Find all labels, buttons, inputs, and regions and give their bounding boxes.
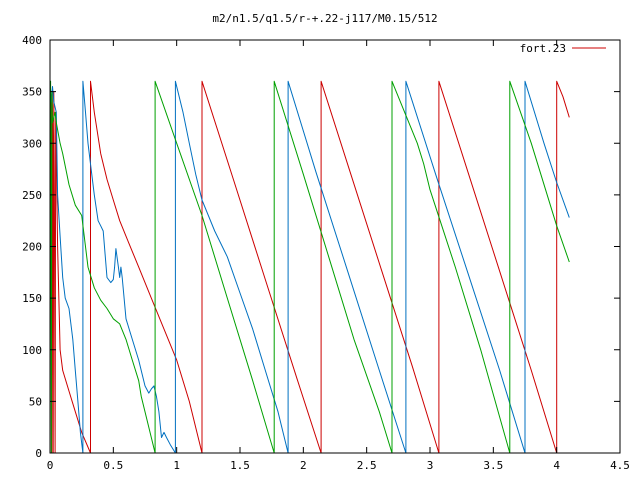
x-tick-label: 2.5 (357, 459, 377, 472)
y-tick-label: 200 (22, 241, 42, 254)
y-tick-label: 100 (22, 344, 42, 357)
legend: fort.23 (520, 42, 606, 55)
x-tick-label: 4 (553, 459, 560, 472)
y-tick-label: 150 (22, 292, 42, 305)
x-tick-label: 0.5 (103, 459, 123, 472)
y-tick-label: 400 (22, 34, 42, 47)
series-line-2 (49, 80, 570, 454)
y-tick-label: 350 (22, 86, 42, 99)
ticks-layer: 0 0.5 1 1.5 2 2.5 3 3.5 4 4.5 0 50 100 150 200 250 300 35… (22, 34, 630, 472)
x-tick-label: 3 (427, 459, 434, 472)
y-tick-label: 300 (22, 137, 42, 150)
x-tick-label: 3.5 (483, 459, 503, 472)
x-tick-label: 2 (300, 459, 307, 472)
x-tick-label: 1 (173, 459, 180, 472)
legend-label: fort.23 (520, 42, 566, 55)
y-tick-label: 50 (29, 395, 42, 408)
x-tick-label: 0 (47, 459, 54, 472)
y-tick-label: 0 (35, 447, 42, 460)
x-tick-label: 4.5 (610, 459, 630, 472)
chart-title: m2/n1.5/q1.5/r-+.22-j117/M0.15/512 (212, 12, 437, 25)
y-tick-label: 250 (22, 189, 42, 202)
x-tick-label: 1.5 (230, 459, 250, 472)
